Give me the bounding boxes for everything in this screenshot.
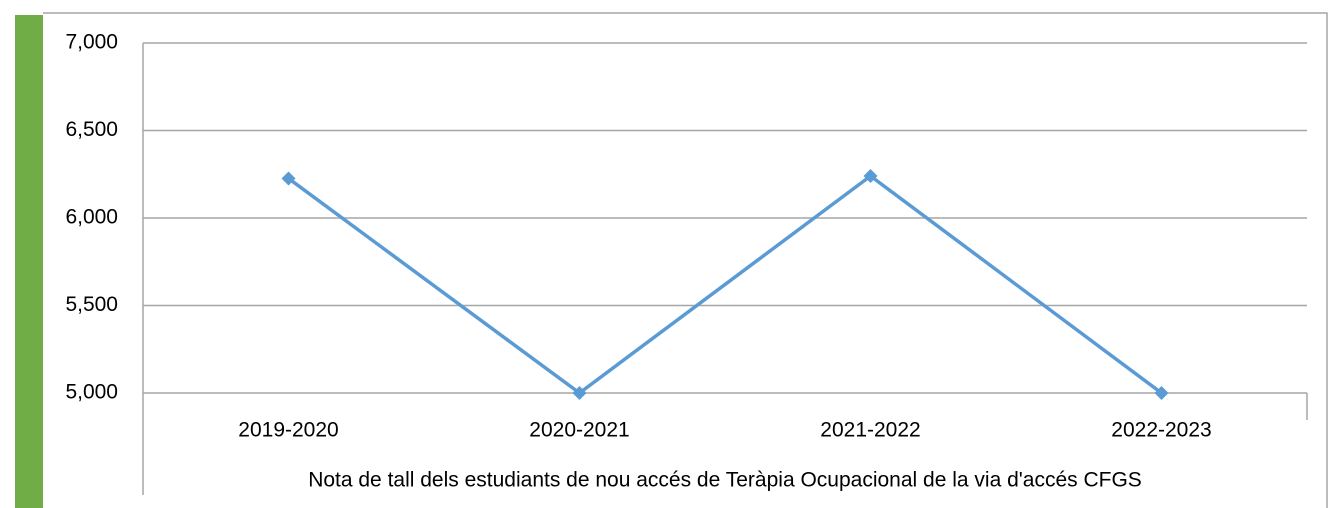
x-tick-label: 2022-2023 [1111, 419, 1211, 442]
marker [863, 169, 878, 183]
y-tick-label: 5,000 [65, 381, 118, 404]
side-bar [15, 15, 43, 508]
x-axis-title: Nota de tall dels estudiants de nou accé… [308, 469, 1142, 492]
marker [1154, 386, 1169, 400]
y-tick-label: 5,500 [65, 293, 118, 316]
y-tick-label: 7,000 [65, 31, 118, 54]
marker [572, 386, 587, 400]
x-tick-label: 2020-2021 [529, 419, 629, 442]
series-line [287, 173, 1163, 396]
frame [43, 12, 1328, 508]
marker [281, 171, 296, 186]
y-tick-label: 6,000 [65, 206, 118, 229]
x-tick-label: 2021-2022 [820, 419, 920, 442]
x-tick-label: 2019-2020 [238, 419, 338, 442]
y-tick-label: 6,500 [65, 118, 118, 141]
